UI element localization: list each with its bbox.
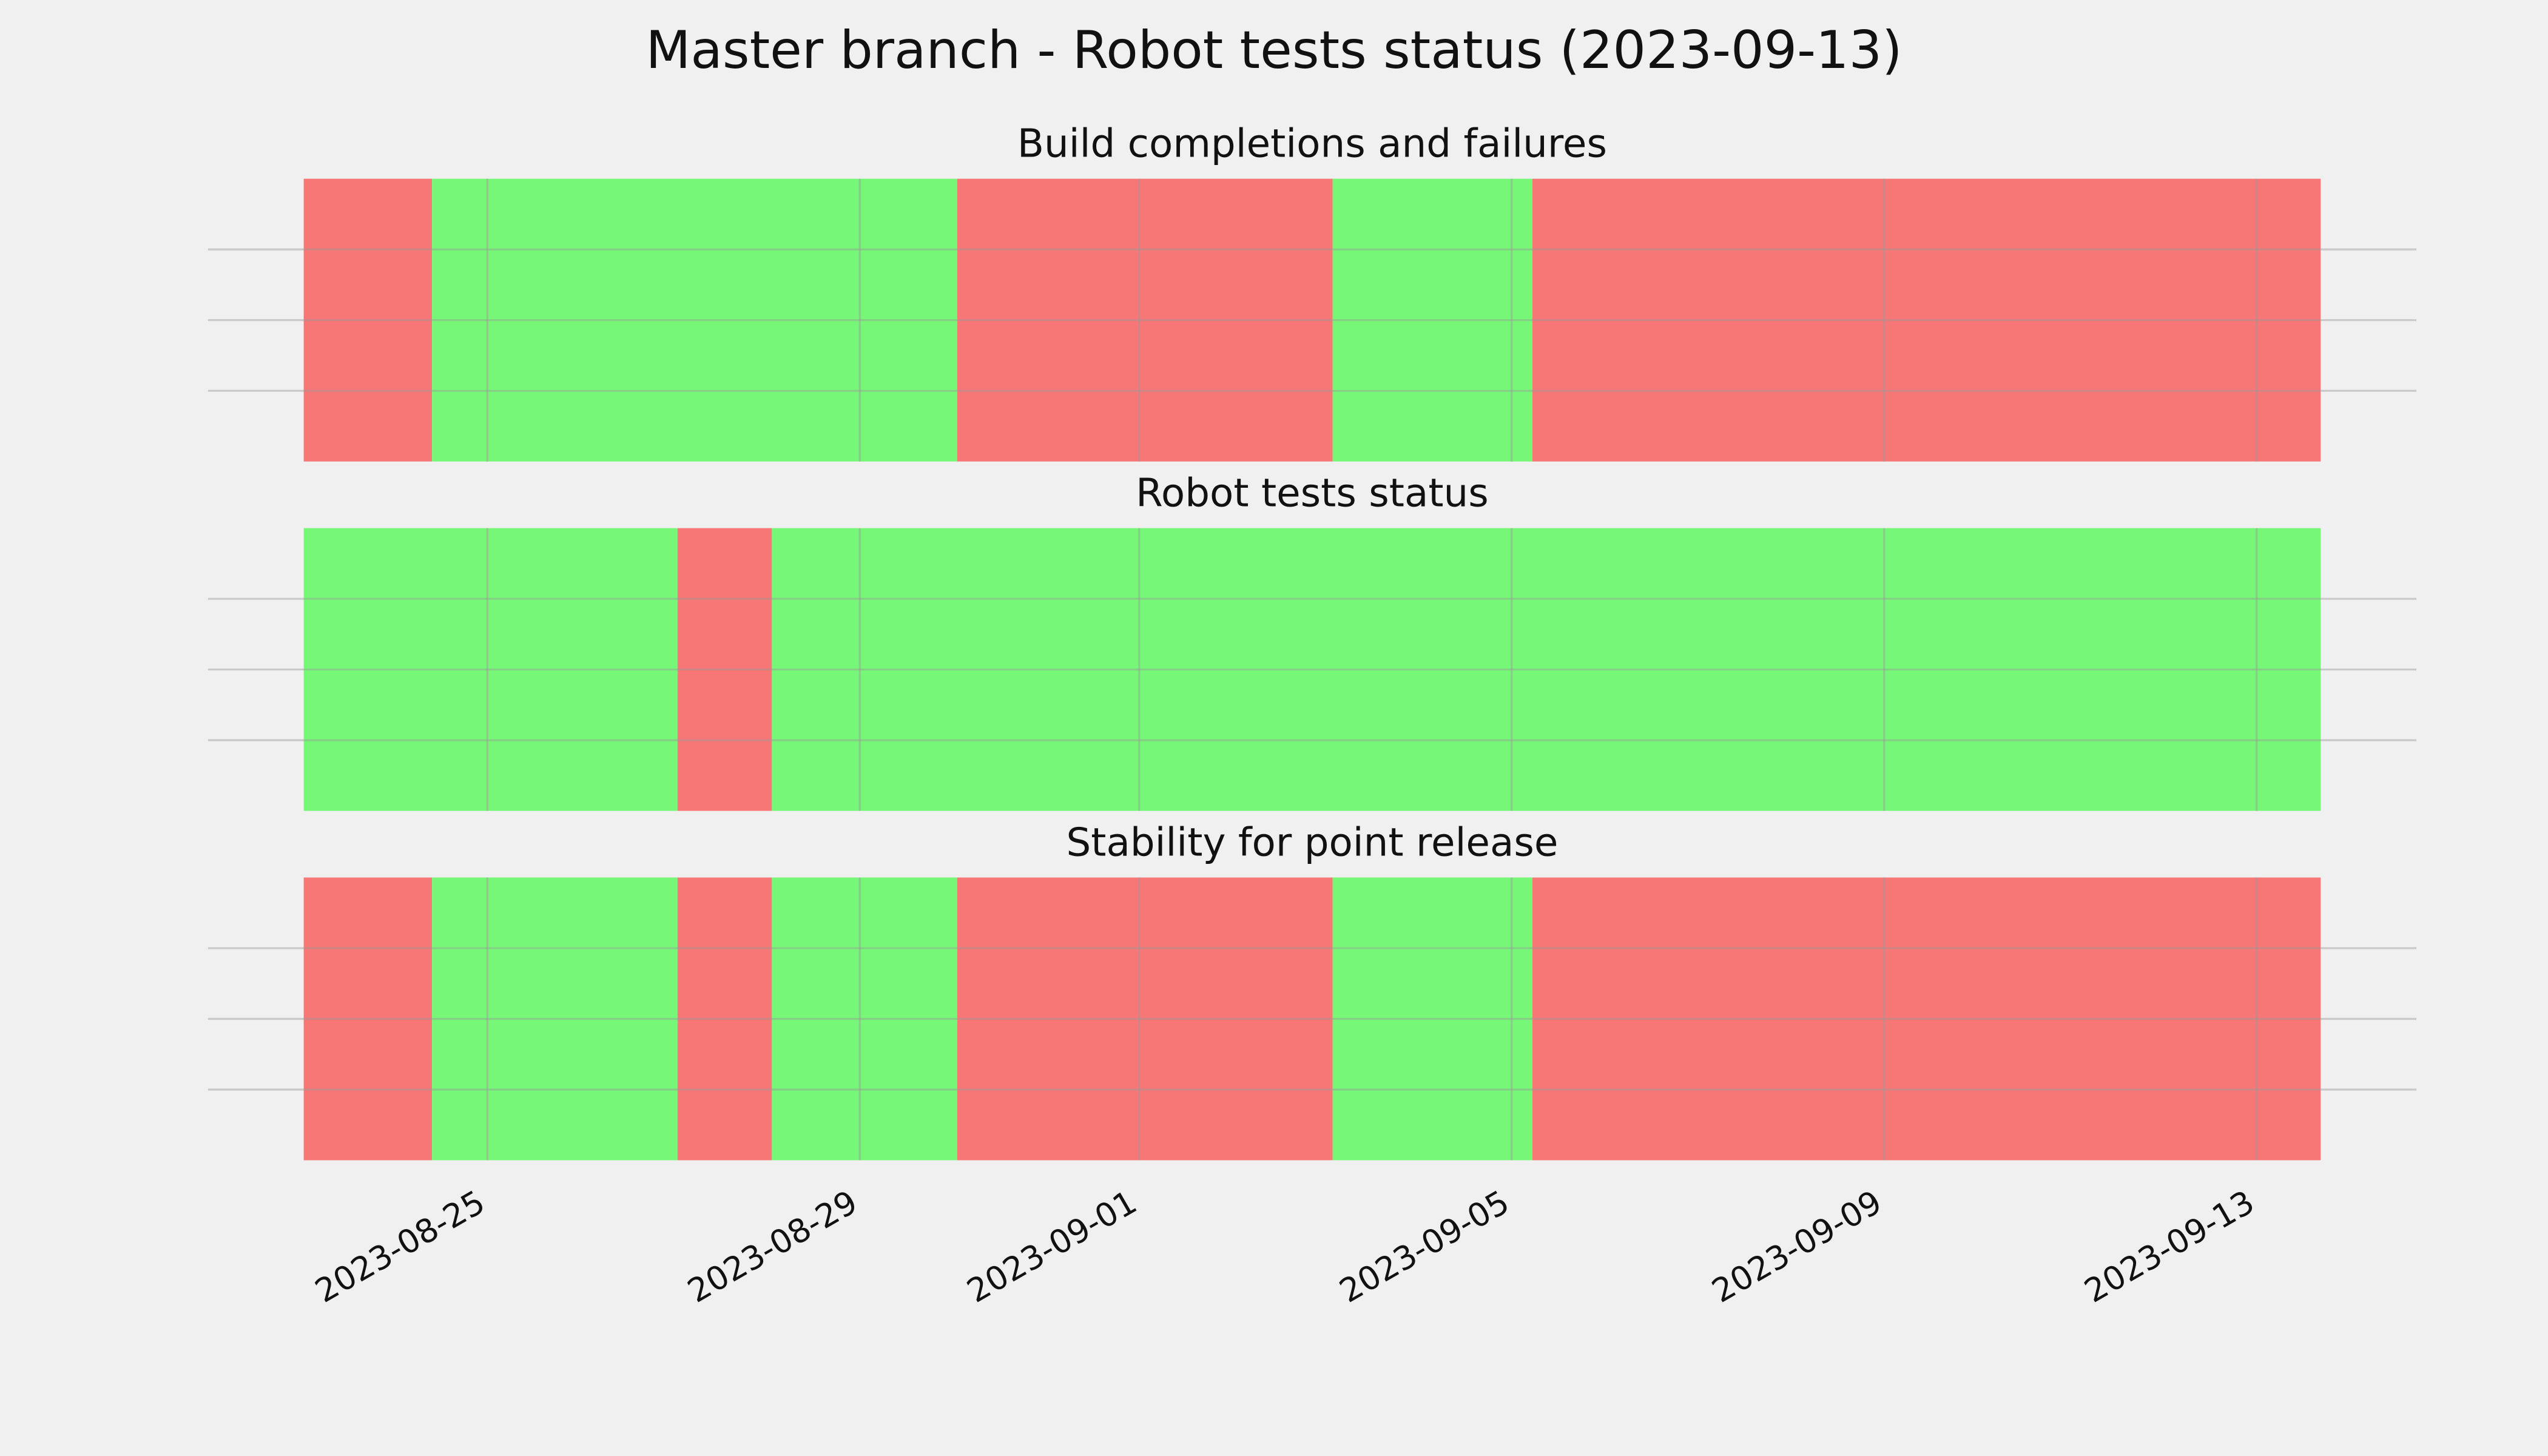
status-span	[677, 877, 772, 1161]
status-span	[677, 528, 772, 811]
status-span	[303, 178, 433, 462]
subplot-title: Build completions and failures	[1017, 121, 1607, 167]
status-span	[303, 528, 678, 811]
status-span	[957, 178, 1333, 462]
status-span	[1332, 877, 1532, 1161]
subplot-title: Stability for point release	[1067, 820, 1559, 865]
subplot-title: Robot tests status	[1136, 471, 1489, 516]
status-span	[303, 877, 433, 1161]
status-span	[957, 877, 1333, 1161]
status-span	[432, 877, 678, 1161]
status-span	[1332, 178, 1532, 462]
status-span	[432, 178, 957, 462]
chart-title: Master branch - Robot tests status (2023…	[645, 20, 1902, 81]
status-span	[772, 528, 2321, 811]
status-span	[772, 877, 957, 1161]
status-span	[1532, 877, 2321, 1161]
status-span	[1532, 178, 2321, 462]
